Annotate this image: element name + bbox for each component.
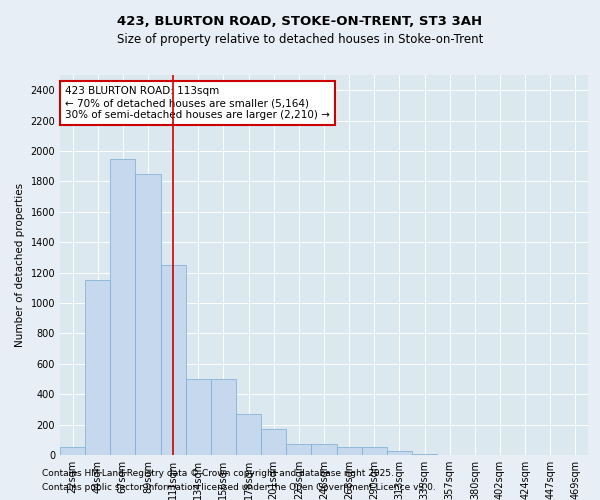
Bar [85,280,110,455]
Text: Contains public sector information licensed under the Open Government Licence v3: Contains public sector information licen… [42,484,436,492]
Text: 423 BLURTON ROAD: 113sqm
← 70% of detached houses are smaller (5,164)
30% of sem: 423 BLURTON ROAD: 113sqm ← 70% of detach… [65,86,330,120]
Text: Size of property relative to detached houses in Stoke-on-Trent: Size of property relative to detached ho… [117,32,483,46]
Bar [161,265,186,455]
Bar [337,448,362,455]
Bar [362,448,387,455]
Bar [286,444,311,455]
Y-axis label: Number of detached properties: Number of detached properties [15,183,25,347]
Bar [60,448,85,455]
Bar [136,174,161,455]
Text: Contains HM Land Registry data © Crown copyright and database right 2025.: Contains HM Land Registry data © Crown c… [42,468,394,477]
Bar [311,444,337,455]
Bar [387,451,412,455]
Text: 423, BLURTON ROAD, STOKE-ON-TRENT, ST3 3AH: 423, BLURTON ROAD, STOKE-ON-TRENT, ST3 3… [118,15,482,28]
Bar [236,414,261,455]
Bar [412,454,437,455]
Bar [186,379,211,455]
Bar [261,429,286,455]
Bar [211,379,236,455]
Bar [110,158,136,455]
